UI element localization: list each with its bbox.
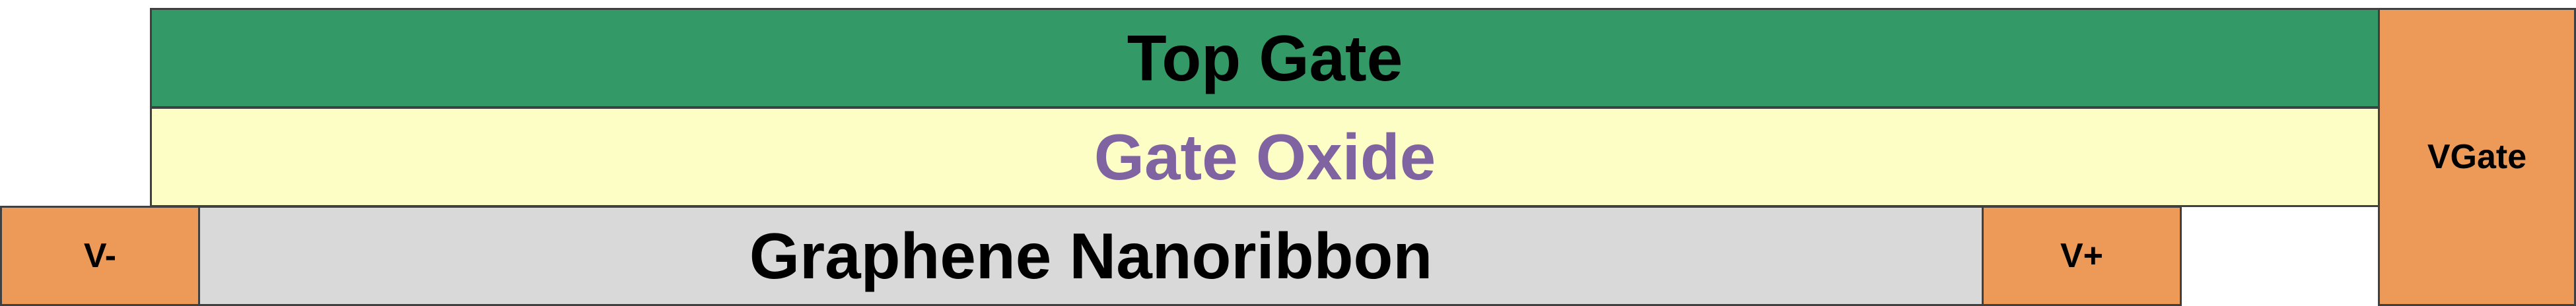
top-gate-label: Top Gate [1127, 21, 1403, 94]
top-gate-layer: Top Gate [150, 8, 2380, 108]
vgate-contact: VGate [2378, 8, 2576, 306]
v-minus-contact: V- [0, 206, 200, 306]
v-minus-label: V- [83, 237, 117, 275]
vgate-label: VGate [2427, 138, 2527, 176]
graphene-nanoribbon-label: Graphene Nanoribbon [749, 219, 1433, 292]
gate-oxide-label: Gate Oxide [1094, 120, 1436, 193]
v-plus-label: V+ [2060, 237, 2104, 275]
graphene-nanoribbon-layer: Graphene Nanoribbon [198, 206, 1984, 306]
gate-oxide-layer: Gate Oxide [150, 107, 2380, 207]
v-plus-contact: V+ [1982, 206, 2182, 306]
